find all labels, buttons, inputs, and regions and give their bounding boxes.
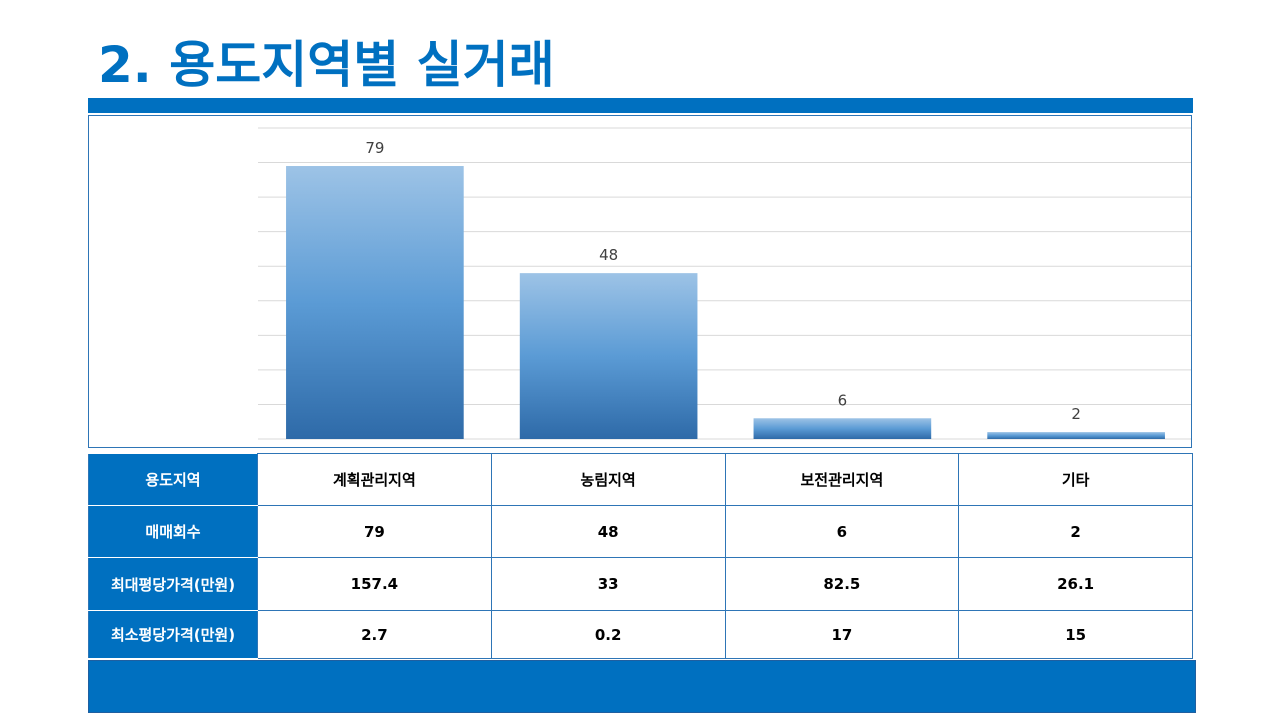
bar: [286, 166, 464, 439]
table-cell: 157.4: [258, 558, 492, 611]
table-row: 용도지역 계획관리지역 농림지역 보전관리지역 기타: [89, 454, 1193, 506]
table-cell: 48: [491, 506, 725, 558]
row-header: 최소평당가격(만원): [89, 611, 258, 659]
bar: [754, 418, 932, 439]
data-label: 79: [365, 139, 384, 157]
summary-table: 용도지역 계획관리지역 농림지역 보전관리지역 기타 매매회수 79 48 6 2 최대평당가격(만…: [88, 453, 1193, 659]
bar: [520, 273, 698, 439]
table-row: 최대평당가격(만원) 157.4 33 82.5 26.1: [89, 558, 1193, 611]
table-cell: 기타: [959, 454, 1193, 506]
bar-chart: 79 48 6 2: [88, 115, 1192, 448]
table-cell: 33: [491, 558, 725, 611]
table-row: 매매회수 79 48 6 2: [89, 506, 1193, 558]
table-cell: 농림지역: [491, 454, 725, 506]
table-cell: 2.7: [258, 611, 492, 659]
table-cell: 82.5: [725, 558, 959, 611]
footer-bar: [88, 660, 1196, 713]
table-cell: 2: [959, 506, 1193, 558]
data-label: 6: [838, 391, 848, 409]
chart-canvas: 79 48 6 2: [89, 116, 1191, 447]
table-cell: 계획관리지역: [258, 454, 492, 506]
chart-data-labels: 79 48 6 2: [365, 139, 1081, 423]
data-label: 48: [599, 246, 618, 264]
table-row: 최소평당가격(만원) 2.7 0.2 17 15: [89, 611, 1193, 659]
table-cell: 6: [725, 506, 959, 558]
table-cell: 26.1: [959, 558, 1193, 611]
row-header: 최대평당가격(만원): [89, 558, 258, 611]
row-header: 용도지역: [89, 454, 258, 506]
title-underline-bar: [88, 98, 1193, 113]
table-cell: 보전관리지역: [725, 454, 959, 506]
table-cell: 17: [725, 611, 959, 659]
page-title: 2. 용도지역별 실거래: [98, 30, 555, 100]
chart-bars: [286, 166, 1165, 439]
table-cell: 0.2: [491, 611, 725, 659]
table-cell: 15: [959, 611, 1193, 659]
bar: [987, 432, 1165, 439]
table-cell: 79: [258, 506, 492, 558]
data-label: 2: [1071, 405, 1081, 423]
row-header: 매매회수: [89, 506, 258, 558]
